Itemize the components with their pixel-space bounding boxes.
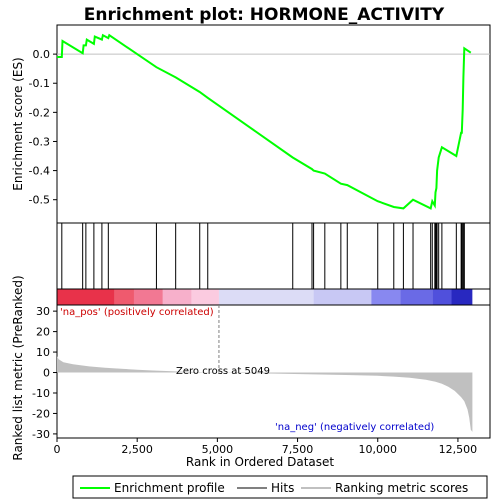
color-bar-segment [218, 289, 314, 305]
hits-panel [56, 222, 491, 290]
es-y-tick-label: -0.3 [29, 135, 50, 148]
ranked-list-panel: 30 20 10 0 -10 -20 -30 'na_pos' (positively co… [11, 275, 491, 461]
x-tick-label: 2,500 [121, 443, 153, 456]
metric-y-tick-label: 10 [36, 346, 50, 359]
metric-y-tick-label: 30 [36, 305, 50, 318]
x-tick-label: 10,000 [358, 443, 397, 456]
legend: Enrichment profile Hits Ranking metric s… [72, 475, 488, 499]
metric-y-tick-label: -10 [32, 387, 50, 400]
x-axis: 0 2,500 5,000 7,500 10,000 12,500 [54, 438, 478, 456]
metric-y-tick-label: -30 [32, 428, 50, 441]
color-bar-segment [451, 289, 473, 305]
x-tick-label: 5,000 [202, 443, 234, 456]
ranking-metric-area [57, 356, 473, 432]
es-y-tick-label: -0.2 [29, 106, 50, 119]
color-bar-segment [191, 289, 219, 305]
color-bar-segment [400, 289, 433, 305]
metric-y-tick-label: 20 [36, 326, 50, 339]
x-axis-label: Rank in Ordered Dataset [186, 455, 334, 469]
color-bar-segment [57, 289, 115, 305]
neg-correlated-label: 'na_neg' (negatively correlated) [275, 422, 434, 433]
metric-axis-label: Ranked list metric (PreRanked) [11, 275, 25, 460]
color-bar-segment [313, 289, 372, 305]
x-tick-label: 12,500 [439, 443, 478, 456]
ranking-color-bar [56, 288, 491, 306]
metric-y-tick-label: -20 [32, 407, 50, 420]
es-y-tick-label: -0.1 [29, 77, 50, 90]
es-y-tick-label: -0.5 [29, 194, 50, 207]
zero-cross-label: Zero cross at 5049 [176, 366, 270, 377]
chart-title: Enrichment plot: HORMONE_ACTIVITY [84, 5, 445, 25]
color-bar-segment [162, 289, 192, 305]
pos-correlated-label: 'na_pos' (positively correlated) [60, 307, 214, 318]
es-axis-label: Enrichment score (ES) [11, 57, 25, 190]
es-y-tick-label: 0.0 [33, 48, 51, 61]
color-bar-segment [114, 289, 134, 305]
legend-hits-label: Hits [271, 481, 294, 495]
legend-es-label: Enrichment profile [114, 481, 225, 495]
color-bar-segment [432, 289, 452, 305]
es-y-tick-label: -0.4 [29, 165, 50, 178]
metric-y-tick-label: 0 [43, 367, 50, 380]
enrichment-score-panel: 0.0 -0.1 -0.2 -0.3 -0.4 -0.5 Enrichment score… [11, 24, 491, 224]
x-tick-label: 0 [54, 443, 61, 456]
color-bar-segment [133, 289, 163, 305]
legend-metric-label: Ranking metric scores [335, 481, 468, 495]
x-tick-label: 7,500 [282, 443, 314, 456]
enrichment-profile-line [57, 33, 472, 210]
color-bar-segment [371, 289, 401, 305]
